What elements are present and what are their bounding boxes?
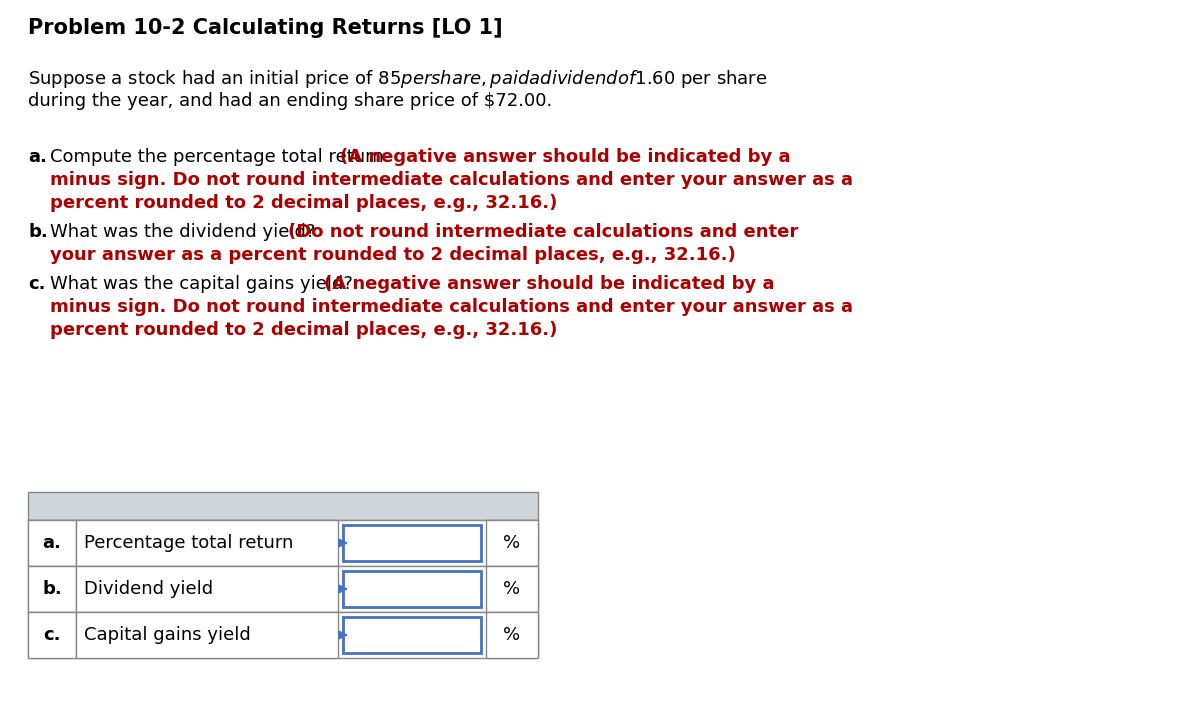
- Text: Problem 10-2 Calculating Returns [LO 1]: Problem 10-2 Calculating Returns [LO 1]: [28, 18, 503, 38]
- Text: a.: a.: [28, 148, 47, 166]
- Text: c.: c.: [28, 275, 46, 293]
- Bar: [76, 612, 338, 658]
- Text: Capital gains yield: Capital gains yield: [84, 626, 251, 644]
- Text: %: %: [504, 580, 521, 598]
- Text: your answer as a percent rounded to 2 decimal places, e.g., 32.16.): your answer as a percent rounded to 2 de…: [50, 246, 736, 264]
- Bar: [28, 566, 76, 612]
- Text: What was the capital gains yield?: What was the capital gains yield?: [50, 275, 359, 293]
- Bar: [343, 571, 481, 607]
- Text: minus sign. Do not round intermediate calculations and enter your answer as a: minus sign. Do not round intermediate ca…: [50, 171, 853, 189]
- Text: minus sign. Do not round intermediate calculations and enter your answer as a: minus sign. Do not round intermediate ca…: [50, 298, 853, 316]
- Bar: [28, 520, 538, 566]
- Bar: [343, 525, 481, 561]
- Text: Compute the percentage total return.: Compute the percentage total return.: [50, 148, 395, 166]
- Text: a.: a.: [42, 534, 61, 552]
- Bar: [28, 492, 538, 520]
- Text: percent rounded to 2 decimal places, e.g., 32.16.): percent rounded to 2 decimal places, e.g…: [50, 321, 557, 339]
- Text: Suppose a stock had an initial price of $85 per share, paid a dividend of $1.60 : Suppose a stock had an initial price of …: [28, 68, 768, 90]
- Bar: [28, 612, 76, 658]
- Text: %: %: [504, 626, 521, 644]
- Text: (A negative answer should be indicated by a: (A negative answer should be indicated b…: [340, 148, 791, 166]
- Text: c.: c.: [43, 626, 61, 644]
- Text: (A negative answer should be indicated by a: (A negative answer should be indicated b…: [324, 275, 774, 293]
- Text: during the year, and had an ending share price of $72.00.: during the year, and had an ending share…: [28, 92, 552, 110]
- Bar: [486, 566, 538, 612]
- Text: Dividend yield: Dividend yield: [84, 580, 214, 598]
- Text: What was the dividend yield?: What was the dividend yield?: [50, 223, 322, 241]
- Bar: [28, 520, 76, 566]
- Bar: [486, 612, 538, 658]
- Bar: [76, 520, 338, 566]
- Bar: [486, 520, 538, 566]
- Bar: [343, 617, 481, 653]
- Text: %: %: [504, 534, 521, 552]
- Bar: [76, 566, 338, 612]
- Bar: [28, 566, 538, 612]
- Bar: [28, 612, 538, 658]
- Text: percent rounded to 2 decimal places, e.g., 32.16.): percent rounded to 2 decimal places, e.g…: [50, 194, 557, 212]
- Text: b.: b.: [42, 580, 62, 598]
- Text: b.: b.: [28, 223, 48, 241]
- Text: Percentage total return: Percentage total return: [84, 534, 293, 552]
- Text: (Do not round intermediate calculations and enter: (Do not round intermediate calculations …: [288, 223, 798, 241]
